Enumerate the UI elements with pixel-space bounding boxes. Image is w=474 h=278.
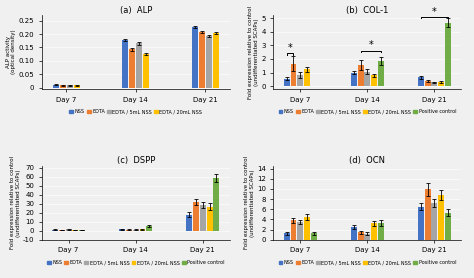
Bar: [297, 75, 303, 86]
Bar: [304, 217, 310, 240]
Text: *: *: [288, 43, 292, 53]
Bar: [438, 195, 444, 240]
Bar: [310, 233, 317, 240]
Bar: [206, 36, 212, 88]
Bar: [136, 43, 142, 88]
Text: *: *: [368, 40, 373, 50]
Bar: [418, 207, 424, 240]
Title: (d)  OCN: (d) OCN: [349, 156, 385, 165]
Bar: [365, 72, 370, 86]
Bar: [119, 229, 125, 231]
Legend: NSS, EDTA, EDTA / 5mL NSS, EDTA / 20mL NSS, Positive control: NSS, EDTA, EDTA / 5mL NSS, EDTA / 20mL N…: [45, 258, 227, 267]
Bar: [418, 77, 424, 86]
Bar: [358, 232, 364, 240]
Bar: [304, 69, 310, 86]
Bar: [122, 40, 128, 88]
Bar: [199, 32, 205, 88]
Bar: [60, 85, 66, 88]
Bar: [371, 75, 377, 86]
Bar: [186, 215, 192, 231]
Bar: [66, 229, 72, 231]
Y-axis label: Fold expression relative to control
(undifferentiated SCAPs): Fold expression relative to control (und…: [248, 6, 259, 99]
Bar: [200, 205, 206, 231]
Bar: [59, 230, 65, 231]
Bar: [133, 230, 139, 231]
Y-axis label: Fold expression relative to control
(undifferentiated SCAPs): Fold expression relative to control (und…: [10, 156, 20, 249]
Bar: [438, 82, 444, 86]
Bar: [351, 227, 357, 240]
Bar: [445, 213, 451, 240]
Legend: NSS, EDTA, EDTA / 5mL NSS, EDTA / 20mL NSS: NSS, EDTA, EDTA / 5mL NSS, EDTA / 20mL N…: [67, 108, 204, 116]
Bar: [425, 81, 431, 86]
Title: (a)  ALP: (a) ALP: [119, 6, 152, 14]
Bar: [73, 230, 78, 231]
Y-axis label: Fold expression relative to control
(undifferentiated SCAPs): Fold expression relative to control (und…: [244, 156, 255, 249]
Y-axis label: ALP activity
(optical density): ALP activity (optical density): [6, 30, 17, 75]
Bar: [213, 33, 219, 88]
Bar: [193, 202, 199, 231]
Bar: [425, 190, 431, 240]
Text: *: *: [432, 7, 437, 17]
Bar: [284, 233, 290, 240]
Legend: NSS, EDTA, EDTA / 5mL NSS, EDTA / 20mL NSS, Positive control: NSS, EDTA, EDTA / 5mL NSS, EDTA / 20mL N…: [277, 258, 458, 267]
Bar: [52, 230, 58, 231]
Title: (c)  DSPP: (c) DSPP: [117, 156, 155, 165]
Bar: [297, 222, 303, 240]
Bar: [358, 65, 364, 86]
Bar: [351, 73, 357, 86]
Bar: [146, 226, 152, 231]
Bar: [207, 207, 212, 231]
Bar: [378, 223, 383, 240]
Bar: [53, 85, 59, 88]
Bar: [365, 234, 370, 240]
Bar: [213, 178, 219, 231]
Bar: [192, 27, 198, 88]
Bar: [378, 61, 383, 86]
Bar: [126, 230, 132, 231]
Bar: [143, 54, 149, 88]
Bar: [73, 85, 80, 88]
Bar: [291, 220, 296, 240]
Bar: [129, 49, 136, 88]
Bar: [79, 230, 85, 231]
Bar: [291, 64, 296, 86]
Title: (b)  COL-1: (b) COL-1: [346, 6, 389, 14]
Bar: [139, 229, 146, 231]
Bar: [431, 82, 438, 86]
Legend: NSS, EDTA, EDTA / 5mL NSS, EDTA / 20mL NSS, Positive control: NSS, EDTA, EDTA / 5mL NSS, EDTA / 20mL N…: [277, 108, 458, 116]
Bar: [371, 224, 377, 240]
Bar: [431, 203, 438, 240]
Bar: [284, 79, 290, 86]
Bar: [67, 85, 73, 88]
Bar: [445, 23, 451, 86]
